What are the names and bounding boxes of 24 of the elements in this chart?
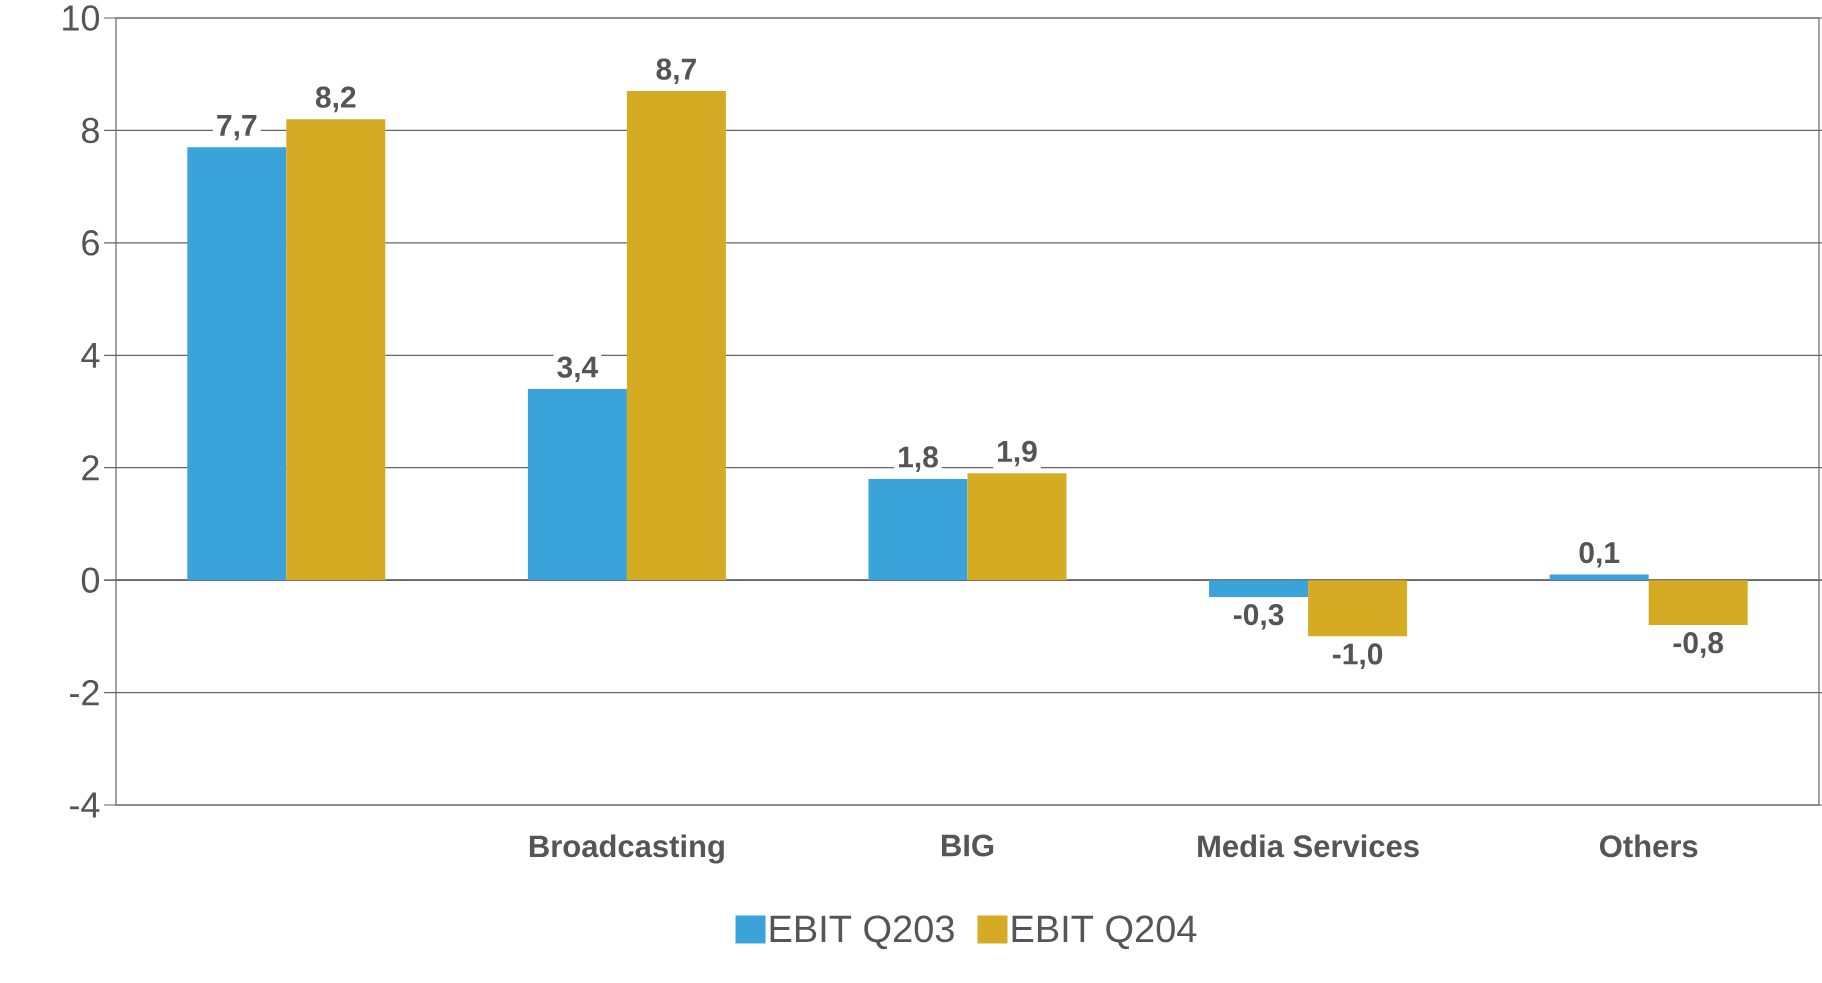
legend-label: EBIT Q203 (770, 915, 954, 950)
y-tick-label: 8 (82, 117, 99, 144)
x-tick-label: Broadcasting (529, 834, 724, 864)
data-label: -0,8 (1673, 632, 1724, 658)
legend-label: EBIT Q204 (1012, 915, 1197, 950)
data-label: 0,1 (1579, 541, 1620, 568)
y-tick-label: 6 (82, 230, 99, 256)
data-label: 1,8 (899, 446, 938, 472)
data-label: 3,4 (557, 356, 599, 383)
x-tick-label: Others (1599, 834, 1698, 858)
y-tick-label: -2 (70, 680, 99, 706)
x-tick-label: BIG (942, 834, 994, 857)
x-tick-label: Media Services (1198, 834, 1419, 858)
data-label: 8,7 (656, 58, 696, 85)
data-label: 7,7 (217, 115, 257, 141)
data-label: -1,0 (1332, 643, 1383, 669)
y-tick-label: 4 (81, 342, 100, 368)
y-tick-label: 2 (82, 455, 99, 481)
data-label: -0,3 (1233, 604, 1284, 630)
y-tick-label: 0 (81, 567, 100, 593)
y-tick-label: -4 (70, 792, 100, 818)
data-label: 1,9 (998, 440, 1037, 467)
data-label: 8,2 (315, 86, 356, 113)
y-tick-label: 10 (63, 5, 100, 31)
